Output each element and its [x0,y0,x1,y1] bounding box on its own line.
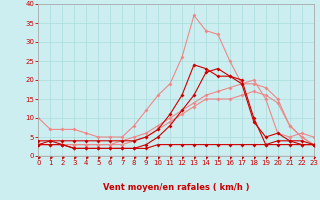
X-axis label: Vent moyen/en rafales ( km/h ): Vent moyen/en rafales ( km/h ) [103,183,249,192]
